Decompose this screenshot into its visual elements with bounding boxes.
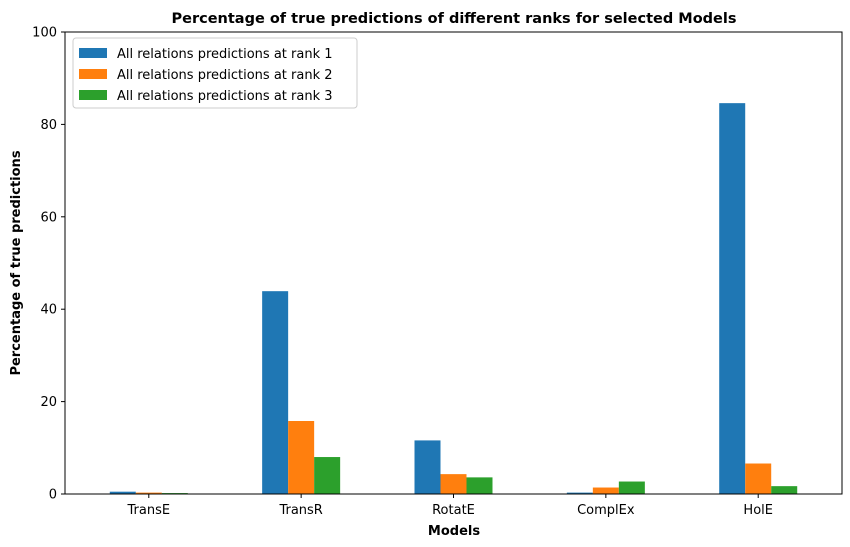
bar-transr-rank-3 (314, 457, 341, 494)
y-axis-label: Percentage of true predictions (9, 150, 24, 375)
x-axis-label: Models (428, 524, 480, 539)
bar-hole-rank-3 (771, 486, 798, 494)
y-tick-label: 60 (40, 210, 57, 225)
legend-label: All relations predictions at rank 1 (117, 47, 333, 62)
y-tick-label: 100 (32, 26, 57, 41)
legend-label: All relations predictions at rank 3 (117, 89, 333, 104)
bar-rotate-rank-1 (414, 440, 441, 494)
y-tick-label: 0 (49, 488, 57, 503)
bar-transr-rank-2 (288, 421, 315, 494)
y-axis: 0 20 40 60 80 100 (32, 26, 65, 503)
legend-box (72, 37, 358, 109)
legend-label: All relations predictions at rank 2 (117, 68, 333, 83)
legend-swatch (79, 90, 107, 100)
y-tick-label: 20 (40, 395, 57, 410)
bar-rotate-rank-2 (440, 474, 467, 494)
bar-rotate-rank-3 (466, 477, 493, 494)
bar-complex-rank-3 (618, 481, 645, 494)
bar-complex-rank-2 (592, 487, 619, 494)
bar-hole-rank-2 (745, 463, 772, 494)
y-tick-label: 80 (40, 118, 57, 133)
bar-transr-rank-1 (262, 291, 289, 494)
legend-swatch (79, 69, 107, 79)
x-axis: TransE TransR RotatE ComplEx HolE (127, 494, 773, 518)
x-tick-label: TransR (278, 503, 322, 518)
bar-hole-rank-1 (719, 103, 746, 495)
bar-complex-rank-1 (566, 492, 593, 494)
x-tick-label: HolE (743, 503, 773, 518)
x-tick-label: RotatE (432, 503, 475, 518)
x-tick-label: TransE (127, 503, 171, 518)
legend-swatch (79, 48, 107, 58)
bar-transe-rank-2 (135, 492, 162, 494)
legend: All relations predictions at rank 1 All r… (72, 37, 358, 109)
bar-transe-rank-1 (109, 491, 136, 494)
chart-title: Percentage of true predictions of differ… (172, 11, 737, 27)
x-tick-label: ComplEx (577, 503, 635, 518)
y-tick-label: 40 (40, 303, 57, 318)
